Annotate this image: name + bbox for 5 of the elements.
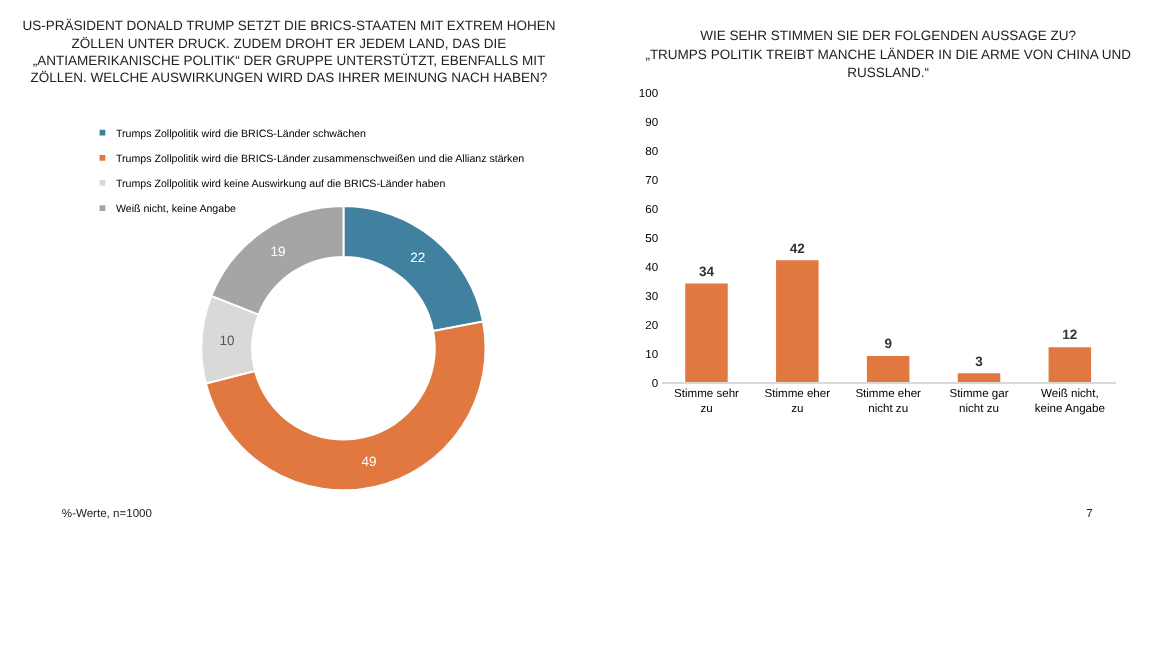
bar	[866, 355, 910, 383]
bar	[957, 373, 1001, 383]
bar	[776, 260, 819, 383]
bar	[1048, 347, 1092, 383]
bar	[685, 283, 728, 383]
